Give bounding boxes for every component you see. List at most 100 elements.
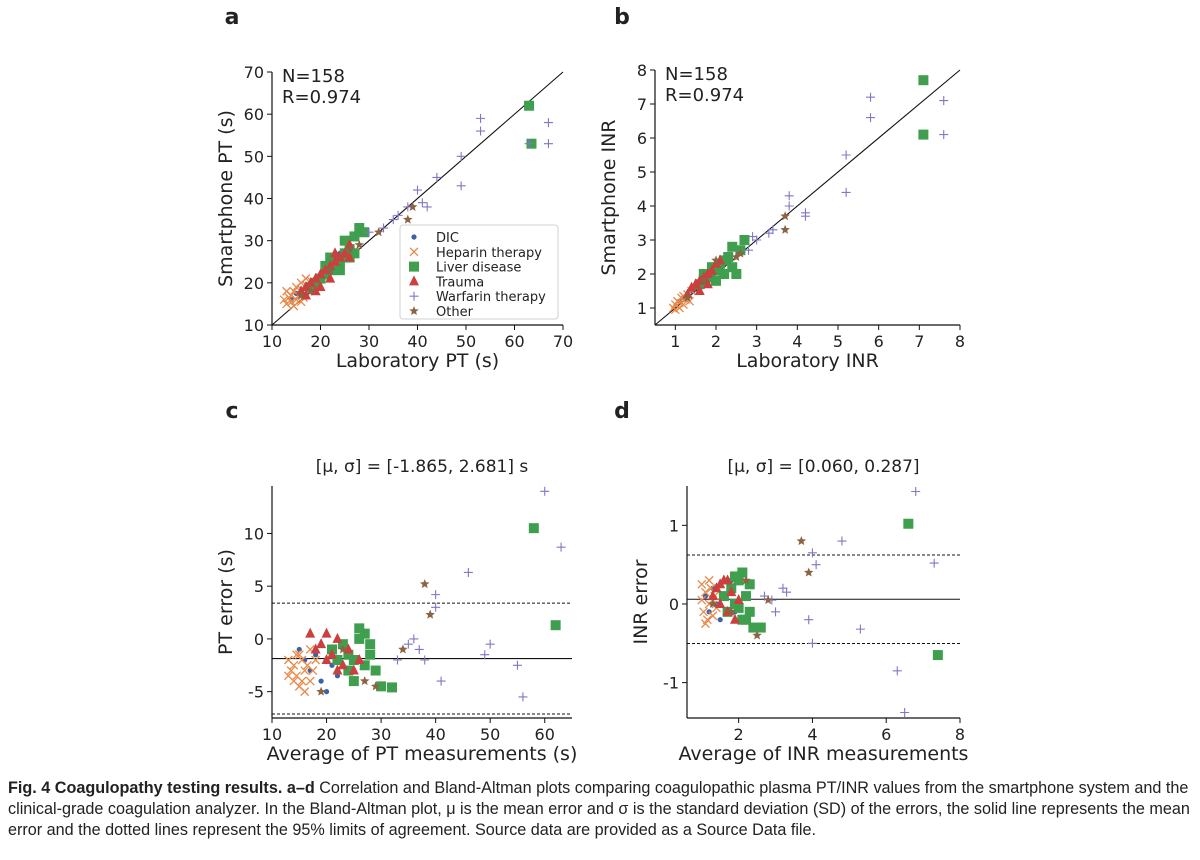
series-d-other: [708, 536, 814, 640]
point-c-star-5: [425, 609, 435, 619]
point-c-plus-3: [420, 655, 430, 665]
point-a-plus-6: [456, 151, 466, 161]
point-c-square-13: [348, 676, 359, 687]
y-tick-label-d-0: 0: [669, 595, 679, 614]
point-d-triangle-2: [715, 597, 726, 608]
x-tick-label-a-60: 60: [504, 332, 524, 351]
point-c-x-16: [297, 676, 307, 686]
point-d-star-1: [726, 606, 737, 616]
legend-marker-3: [409, 275, 419, 286]
figure-canvas: a10 20 30 40 50 60 7010203040506070Laboratory …: [215, 5, 968, 765]
point-d-plus-7: [807, 638, 817, 648]
y-tick-label-a-10: 10: [244, 316, 264, 335]
point-c-triangle-0: [305, 627, 316, 638]
point-d-plus-12: [911, 487, 921, 497]
series-c-liver-disease: [327, 523, 561, 693]
point-c-square-8: [365, 649, 376, 660]
point-c-star-1: [338, 644, 348, 654]
point-b-triangle-8: [694, 285, 705, 295]
point-d-plus-8: [837, 536, 847, 546]
y-tick-label-a-60: 60: [244, 105, 264, 124]
point-b-star-5: [780, 211, 790, 221]
point-c-plus-5: [431, 602, 441, 612]
point-d-square-16: [741, 614, 752, 625]
y-tick-label-b-5: 5: [637, 163, 647, 182]
x-tick-label-c-20: 20: [316, 725, 336, 744]
point-a-square-13: [325, 252, 336, 263]
legend-label-5: Other: [436, 305, 474, 320]
y-tick-label-a-50: 50: [244, 147, 264, 166]
point-d-square-9: [748, 622, 759, 633]
panel-title-d: [μ, σ] = [0.060, 0.287]: [727, 457, 919, 477]
point-d-triangle-6: [729, 613, 740, 624]
panel-letter-a: a: [225, 5, 240, 30]
point-c-triangle-1: [310, 643, 321, 654]
point-b-star-3: [731, 252, 742, 262]
point-b-square-8: [727, 262, 738, 273]
point-d-star-5: [803, 567, 814, 577]
point-b-x-10: [670, 305, 680, 315]
y-tick-label-a-20: 20: [244, 274, 264, 293]
annotation-b-0: N=158: [665, 64, 728, 85]
point-a-star-6: [407, 201, 418, 211]
point-c-x-17: [283, 671, 293, 681]
legend-label-1: Heparin therapy: [436, 246, 542, 261]
point-c-square-9: [370, 665, 381, 676]
point-a-square-11: [339, 235, 350, 246]
point-c-star-4: [419, 579, 430, 589]
point-d-square-15: [932, 650, 943, 661]
point-a-plus-13: [364, 227, 374, 237]
y-axis-label-d: INR error: [630, 559, 652, 644]
x-tick-label-b-6: 6: [874, 332, 884, 351]
y-tick-label-b-7: 7: [637, 95, 647, 114]
point-d-square-14: [903, 518, 914, 529]
point-b-x-11: [674, 298, 684, 308]
point-a-plus-3: [413, 185, 422, 195]
point-d-x-6: [708, 611, 718, 621]
annotation-b-1: R=0.974: [665, 85, 744, 106]
x-tick-label-b-7: 7: [914, 332, 924, 351]
point-d-triangle-7: [733, 594, 744, 605]
x-tick-label-d-4: 4: [807, 725, 817, 744]
point-c-plus-11: [518, 692, 528, 702]
annotation-a-0: N=158: [282, 66, 345, 87]
panel-letter-b: b: [614, 5, 630, 30]
y-tick-label-c--5: -5: [248, 683, 264, 702]
point-c-star-2: [359, 676, 370, 686]
series-c-trauma: [305, 627, 365, 675]
point-a-x-17: [279, 295, 289, 305]
x-tick-label-d-6: 6: [881, 725, 891, 744]
point-b-plus-14: [748, 232, 758, 242]
point-a-square-16: [524, 100, 535, 111]
point-c-triangle-10: [332, 664, 343, 675]
y-tick-label-a-70: 70: [244, 63, 264, 82]
point-a-star-3: [344, 244, 355, 254]
point-b-plus-9: [866, 92, 876, 102]
y-tick-label-b-6: 6: [637, 129, 647, 148]
point-a-plus-8: [476, 113, 486, 123]
legend-label-0: DIC: [436, 231, 459, 246]
point-b-star-4: [735, 248, 746, 258]
x-axis-label-a: Laboratory PT (s): [336, 350, 499, 372]
point-b-square-9: [719, 269, 730, 279]
point-c-square-16: [343, 649, 354, 660]
point-b-plus-3: [784, 191, 794, 201]
point-d-x-1: [699, 607, 709, 617]
point-d-square-12: [729, 571, 740, 582]
x-tick-label-b-8: 8: [955, 332, 965, 351]
point-c-triangle-8: [348, 664, 359, 675]
point-a-triangle-10: [344, 251, 355, 262]
point-b-plus-6: [800, 211, 810, 221]
point-b-square-13: [918, 75, 929, 86]
y-tick-label-d-1: 1: [669, 516, 679, 535]
point-c-plus-12: [540, 486, 550, 496]
legend-marker-2: [409, 261, 419, 272]
point-c-triangle-9: [321, 627, 332, 638]
panel-letter-d: d: [614, 399, 630, 424]
point-a-x-2: [286, 297, 296, 307]
point-c-plus-10: [512, 660, 522, 670]
series-c-warfarin-therapy: [392, 486, 566, 702]
point-a-plus-0: [388, 215, 398, 225]
x-axis-label-c: Average of PT measurements (s): [267, 743, 578, 765]
point-a-triangle-7: [330, 255, 341, 266]
